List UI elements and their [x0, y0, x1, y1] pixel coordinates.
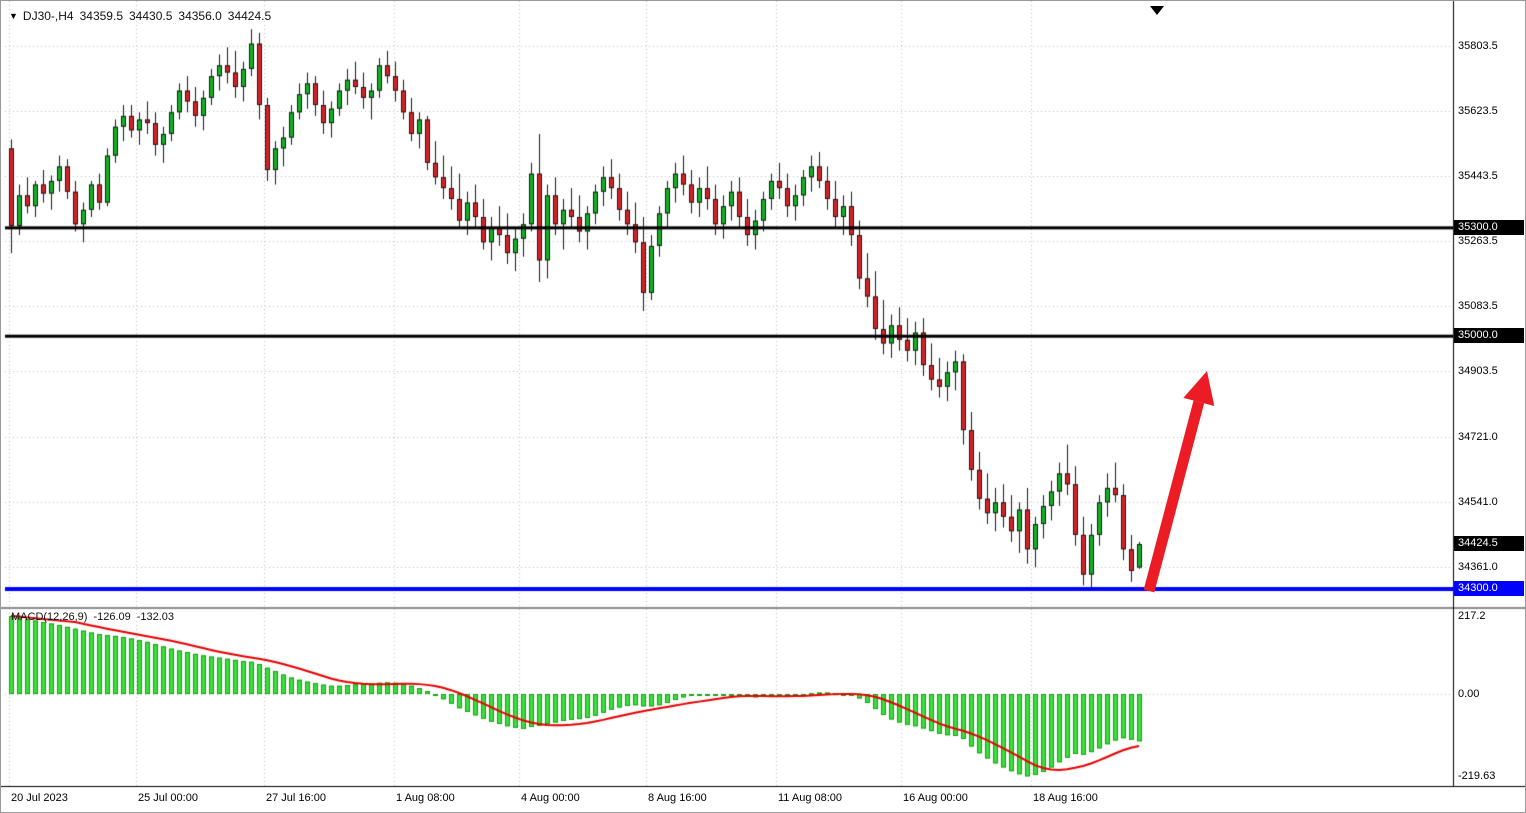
macd-signal-value: -132.03 — [136, 611, 175, 623]
current-price-badge: 34424.5 — [1454, 536, 1524, 552]
time-axis-label: 18 Aug 16:00 — [1033, 792, 1098, 804]
price-axis-label: 34721.0 — [1458, 430, 1498, 443]
price-axis-label: 35443.5 — [1458, 170, 1498, 183]
time-axis-label: 25 Jul 00:00 — [138, 792, 198, 804]
quote-open: 34359.5 — [79, 9, 123, 23]
quote-close: 34424.5 — [227, 9, 272, 23]
time-axis-label: 4 Aug 00:00 — [521, 792, 580, 804]
chart-shift-marker-icon[interactable] — [1150, 6, 1164, 15]
quote-line: ▼ DJ30-,H4 34359.5 34430.5 34356.0 34424.5 — [9, 9, 277, 23]
macd-indicator-label: MACD(12,26,9) -126.09 -132.03 — [11, 611, 180, 623]
price-axis-label: 34541.0 — [1458, 495, 1498, 508]
price-level-badge: 34300.0 — [1454, 581, 1524, 597]
price-axis-label: 34361.0 — [1458, 561, 1498, 573]
macd-axis-label: -219.63 — [1458, 770, 1496, 783]
price-axis-label: 35263.5 — [1458, 235, 1498, 248]
macd-axis-label: 0.00 — [1458, 688, 1480, 700]
time-axis-label: 27 Jul 16:00 — [266, 792, 326, 804]
time-axis-label: 1 Aug 08:00 — [396, 792, 455, 804]
price-level-badge: 35300.0 — [1454, 219, 1524, 235]
time-axis[interactable] — [1, 787, 1525, 812]
macd-axis-label: 217.2 — [1458, 610, 1486, 622]
time-axis-label: 16 Aug 00:00 — [903, 792, 968, 804]
price-axis-label: 35623.5 — [1458, 105, 1498, 117]
symbol-dropdown-icon[interactable]: ▼ — [9, 11, 18, 21]
quote-low: 34356.0 — [178, 9, 222, 23]
price-axis-label: 34903.5 — [1458, 365, 1498, 378]
price-level-badge: 35000.0 — [1454, 328, 1524, 344]
time-axis-label: 20 Jul 2023 — [11, 792, 68, 804]
macd-value: -126.09 — [93, 611, 131, 623]
macd-name: MACD(12,26,9) — [11, 611, 88, 623]
price-axis-label: 35083.5 — [1458, 300, 1498, 313]
price-axis-label: 35803.5 — [1458, 40, 1498, 52]
quote-symbol-period: DJ30-,H4 — [22, 9, 74, 23]
right-price-axis[interactable] — [1454, 1, 1525, 786]
time-axis-label: 8 Aug 16:00 — [648, 792, 707, 804]
time-axis-label: 11 Aug 08:00 — [778, 792, 843, 804]
quote-high: 34430.5 — [129, 9, 173, 23]
